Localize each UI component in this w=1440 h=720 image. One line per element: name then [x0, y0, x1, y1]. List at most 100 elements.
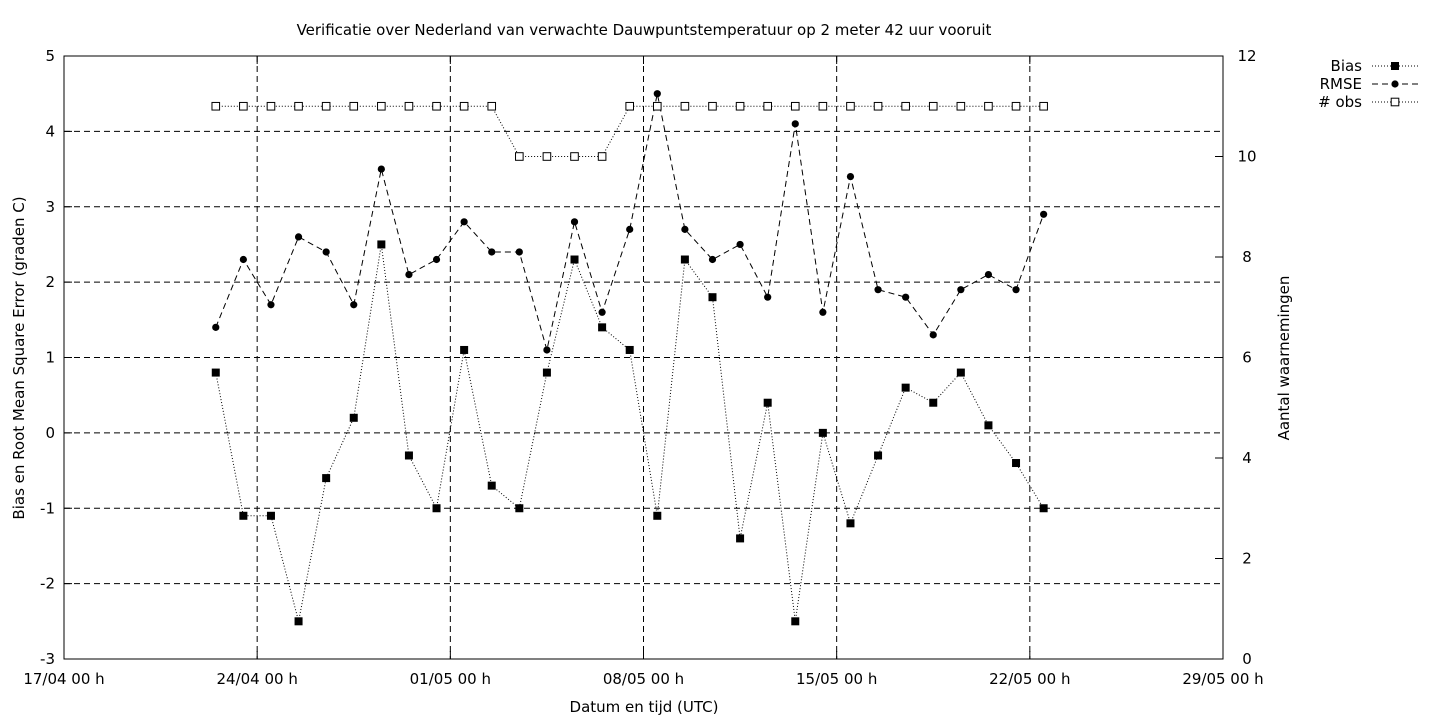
data-point-obs — [404, 101, 414, 111]
data-point-obs — [597, 152, 607, 161]
data-point-obs — [680, 101, 690, 111]
series-bias — [211, 240, 1048, 626]
data-point-rmse — [1012, 286, 1020, 294]
legend-marker-bias — [1391, 62, 1399, 70]
data-point-obs — [956, 101, 966, 111]
data-point-rmse — [460, 218, 468, 226]
data-point-bias — [432, 504, 441, 513]
data-point-obs — [321, 101, 331, 111]
data-point-bias — [542, 368, 551, 377]
data-point-obs — [294, 101, 303, 111]
data-point-obs — [515, 152, 524, 161]
data-point-obs — [873, 101, 883, 111]
data-point-obs — [818, 101, 828, 111]
legend-marker-rmse — [1391, 80, 1399, 88]
data-point-rmse — [598, 308, 606, 316]
data-point-obs — [266, 101, 276, 111]
data-point-rmse — [1040, 210, 1048, 218]
data-point-obs — [349, 101, 359, 111]
data-point-obs — [239, 101, 248, 111]
data-point-obs — [928, 101, 938, 111]
data-point-obs — [901, 101, 910, 111]
data-point-bias — [680, 255, 689, 264]
data-point-bias — [956, 368, 965, 377]
data-point-obs — [735, 101, 745, 111]
grid-lines — [64, 56, 1223, 659]
data-point-bias — [377, 240, 386, 249]
data-point-rmse — [736, 240, 744, 249]
plot-frame — [63, 55, 1224, 660]
y2-tick-label: 10 — [1237, 148, 1256, 166]
data-point-bias — [349, 413, 358, 422]
data-point-rmse — [350, 301, 358, 309]
data-point-rmse — [846, 173, 855, 181]
data-point-rmse — [957, 286, 965, 294]
data-point-bias — [266, 511, 275, 520]
data-point-rmse — [515, 248, 523, 256]
y2-tick-label: 0 — [1242, 650, 1252, 668]
y2-tick-label: 8 — [1242, 248, 1252, 266]
y-tick-label: 1 — [45, 349, 55, 367]
series-obs — [211, 101, 1048, 161]
data-point-obs — [459, 101, 469, 111]
y2-tick-label: 2 — [1242, 550, 1252, 568]
y-tick-label: -3 — [40, 650, 55, 668]
data-point-rmse — [322, 248, 330, 256]
data-point-rmse — [681, 225, 689, 233]
data-point-bias — [1039, 504, 1048, 513]
y-tick-label: 2 — [45, 273, 55, 291]
data-point-rmse — [570, 218, 579, 226]
data-point-bias — [515, 504, 524, 513]
data-point-bias — [984, 421, 993, 430]
y2-tick-label: 4 — [1242, 449, 1252, 467]
data-point-rmse — [791, 120, 799, 128]
data-point-rmse — [902, 293, 910, 301]
data-point-obs — [432, 101, 441, 111]
data-point-bias — [653, 511, 662, 520]
data-point-rmse — [294, 233, 303, 241]
data-point-rmse — [432, 255, 441, 264]
data-point-obs — [625, 101, 635, 111]
data-point-bias — [294, 617, 303, 626]
x-tick-label: 17/04 00 h — [23, 670, 104, 688]
data-point-bias — [901, 383, 910, 392]
data-point-rmse — [377, 165, 385, 173]
x-tick-label: 29/05 00 h — [1182, 670, 1263, 688]
data-point-bias — [460, 345, 469, 354]
data-point-bias — [1012, 459, 1021, 468]
legend-label-rmse: RMSE — [1320, 75, 1362, 93]
x-tick-label: 08/05 00 h — [603, 670, 684, 688]
series-line-rmse — [215, 93, 1045, 351]
data-point-bias — [211, 368, 220, 377]
data-point-rmse — [543, 346, 551, 354]
data-point-bias — [625, 345, 634, 354]
data-point-rmse — [239, 255, 247, 264]
data-point-bias — [598, 323, 607, 332]
data-point-bias — [736, 534, 745, 543]
data-point-bias — [322, 474, 331, 483]
data-point-bias — [487, 481, 496, 490]
y-tick-label: 5 — [45, 47, 55, 65]
data-point-rmse — [626, 225, 634, 233]
data-point-rmse — [874, 286, 882, 294]
data-point-bias — [570, 255, 579, 264]
legend-label-bias: Bias — [1331, 57, 1363, 75]
data-point-bias — [929, 398, 938, 407]
data-point-obs — [211, 101, 221, 111]
data-point-rmse — [764, 293, 772, 301]
data-point-rmse — [212, 323, 220, 331]
data-point-rmse — [929, 331, 937, 339]
data-point-rmse — [819, 308, 827, 316]
data-point-obs — [542, 152, 552, 161]
data-point-obs — [1011, 101, 1021, 111]
legend-label-obs: # obs — [1318, 93, 1362, 111]
y2-tick-label: 6 — [1242, 349, 1252, 367]
data-point-obs — [487, 101, 497, 111]
data-point-obs — [708, 101, 717, 111]
data-point-rmse — [267, 301, 275, 309]
data-point-bias — [874, 451, 883, 460]
data-point-rmse — [984, 270, 993, 279]
data-point-bias — [239, 511, 248, 520]
